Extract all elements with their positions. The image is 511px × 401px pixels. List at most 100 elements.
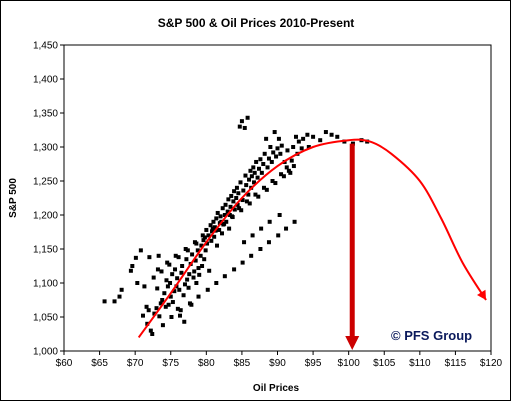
data-point <box>288 170 293 175</box>
x-tick-label: $120 <box>480 358 503 369</box>
data-point <box>205 241 210 246</box>
data-point <box>208 223 213 228</box>
data-point <box>249 174 254 179</box>
data-point <box>205 287 210 292</box>
data-point <box>311 134 316 139</box>
data-point <box>163 304 168 309</box>
data-point <box>247 201 252 206</box>
watermark-text: © PFS Group <box>391 328 472 343</box>
data-point <box>168 294 173 299</box>
data-point <box>250 233 255 238</box>
data-point <box>209 238 214 243</box>
data-point <box>202 235 207 240</box>
data-point <box>262 151 267 156</box>
data-point <box>154 306 159 311</box>
data-point <box>186 285 191 290</box>
annotation-arrow-layer <box>345 143 360 350</box>
data-point <box>237 124 242 129</box>
data-point <box>279 143 284 148</box>
data-point <box>144 304 149 309</box>
y-tick-label: 1,200 <box>33 211 58 222</box>
data-point <box>258 157 263 162</box>
data-point <box>231 199 236 204</box>
data-point <box>182 319 187 324</box>
data-point <box>206 233 211 238</box>
price-drop-arrowhead <box>345 336 360 350</box>
data-point <box>277 213 282 217</box>
data-point <box>299 146 304 151</box>
data-point <box>232 189 237 194</box>
data-point <box>191 275 196 280</box>
data-point <box>162 291 167 296</box>
data-point <box>185 248 190 253</box>
data-point <box>241 188 246 193</box>
data-point <box>199 243 204 248</box>
data-point <box>253 192 258 197</box>
y-tick-label: 1,000 <box>33 347 58 358</box>
data-point <box>261 185 266 190</box>
data-point <box>273 181 278 186</box>
x-tick-label: $110 <box>409 358 431 369</box>
data-point <box>192 269 197 274</box>
x-tick-label: $90 <box>269 358 286 369</box>
data-point <box>164 278 169 283</box>
data-point <box>175 276 180 281</box>
data-point <box>244 183 249 188</box>
data-point <box>198 253 203 258</box>
data-point <box>152 311 157 316</box>
data-point <box>266 156 271 161</box>
data-point <box>157 314 162 319</box>
data-point <box>232 267 237 272</box>
data-point <box>267 219 272 224</box>
data-point <box>318 138 323 143</box>
data-point <box>238 180 243 185</box>
data-point <box>150 332 155 336</box>
data-point <box>329 132 334 137</box>
data-point <box>145 321 150 326</box>
data-point <box>200 233 205 238</box>
data-point <box>215 210 220 215</box>
data-point <box>268 145 273 149</box>
data-point <box>251 165 256 170</box>
data-point <box>183 247 188 251</box>
data-point <box>155 286 160 291</box>
data-point <box>323 130 328 135</box>
data-point <box>102 299 107 304</box>
data-point <box>170 272 175 277</box>
data-point <box>230 215 235 220</box>
data-point <box>156 253 161 258</box>
data-point <box>212 234 217 239</box>
trend-curve <box>137 138 487 338</box>
data-point <box>247 177 252 182</box>
data-point <box>248 168 253 173</box>
data-point <box>279 172 284 177</box>
data-point <box>276 233 281 238</box>
data-point <box>173 253 178 258</box>
y-tick-label: 1,300 <box>33 143 58 154</box>
data-point <box>180 264 185 268</box>
data-point <box>284 226 289 231</box>
data-point <box>278 151 283 156</box>
data-point <box>193 258 198 263</box>
data-point <box>165 260 170 265</box>
data-point <box>306 145 311 149</box>
data-point <box>236 191 241 196</box>
data-point <box>165 284 170 289</box>
data-point <box>204 227 209 232</box>
data-point <box>219 231 224 236</box>
data-point <box>226 197 231 202</box>
x-tick-label: $75 <box>162 358 179 369</box>
x-tick-label: $85 <box>234 358 251 369</box>
data-point <box>119 287 124 292</box>
x-tick-label: $95 <box>305 358 322 369</box>
data-point <box>335 134 340 139</box>
data-point <box>227 213 232 217</box>
data-point <box>256 166 261 171</box>
data-point <box>218 214 223 219</box>
data-point <box>160 298 165 302</box>
data-point <box>261 162 266 166</box>
data-point <box>190 252 195 257</box>
data-point <box>117 294 122 299</box>
data-point <box>301 136 306 141</box>
